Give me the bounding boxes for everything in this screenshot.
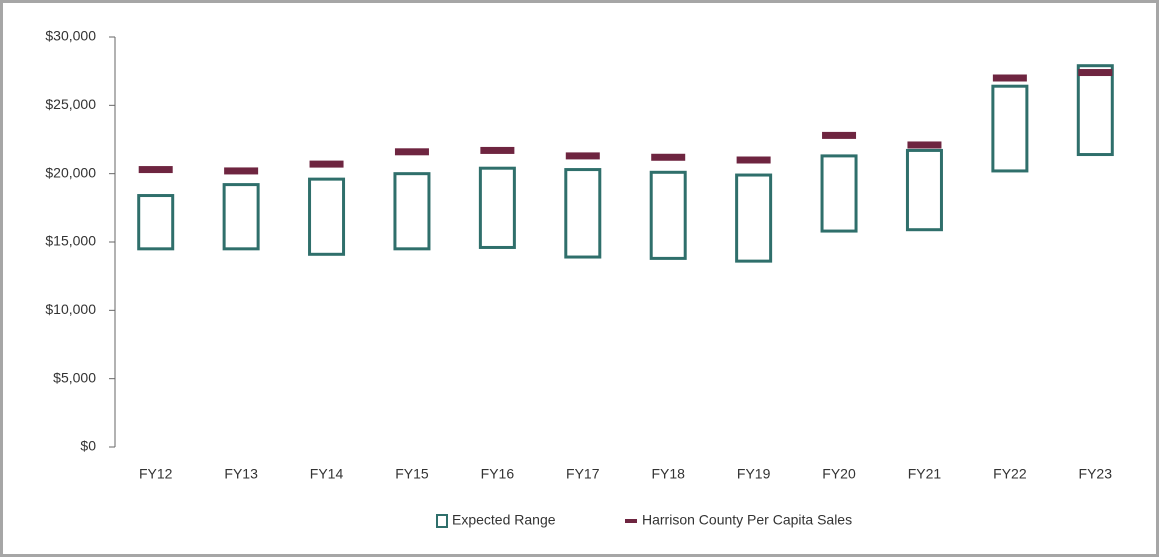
x-tick-label: FY18 [651, 466, 685, 482]
sales-marker [138, 166, 173, 174]
x-tick-label: FY17 [566, 466, 600, 482]
range-bar [820, 154, 858, 233]
x-tick-label: FY19 [737, 466, 771, 482]
legend-swatch [625, 519, 637, 523]
y-tick-label: $15,000 [45, 233, 96, 249]
legend-swatch [436, 514, 448, 528]
sales-marker [565, 152, 600, 160]
sales-marker [736, 156, 771, 164]
y-tick-label: $5,000 [53, 369, 96, 385]
range-bar [905, 148, 943, 232]
sales-marker [309, 160, 344, 168]
legend-label: Harrison County Per Capita Sales [642, 512, 852, 528]
range-bar [564, 168, 602, 259]
x-tick-label: FY13 [224, 466, 258, 482]
sales-marker [1078, 69, 1113, 77]
y-tick-label: $10,000 [45, 301, 96, 317]
x-tick-label: FY12 [139, 466, 173, 482]
y-tick-label: $30,000 [45, 28, 96, 44]
range-bar [393, 172, 431, 251]
range-bar [991, 84, 1029, 173]
y-tick-label: $0 [80, 438, 96, 454]
range-bar [137, 194, 175, 251]
range-bar [308, 177, 346, 256]
range-bar [222, 183, 260, 251]
legend-label: Expected Range [452, 512, 556, 528]
x-tick-label: FY23 [1079, 466, 1113, 482]
sales-marker [992, 74, 1027, 82]
y-tick-label: $25,000 [45, 96, 96, 112]
sales-marker [224, 167, 259, 175]
x-tick-label: FY15 [395, 466, 429, 482]
x-tick-label: FY20 [822, 466, 856, 482]
x-tick-label: FY21 [908, 466, 942, 482]
x-tick-label: FY14 [310, 466, 344, 482]
sales-marker [480, 146, 515, 154]
sales-marker [394, 148, 429, 156]
x-tick-label: FY22 [993, 466, 1027, 482]
x-tick-label: FY16 [481, 466, 515, 482]
range-bar [735, 173, 773, 263]
range-bar [1076, 64, 1114, 157]
sales-marker [651, 153, 686, 161]
sales-marker [822, 131, 857, 139]
range-bar [478, 166, 516, 249]
sales-marker [907, 141, 942, 149]
y-tick-label: $20,000 [45, 164, 96, 180]
range-bar [649, 170, 687, 260]
